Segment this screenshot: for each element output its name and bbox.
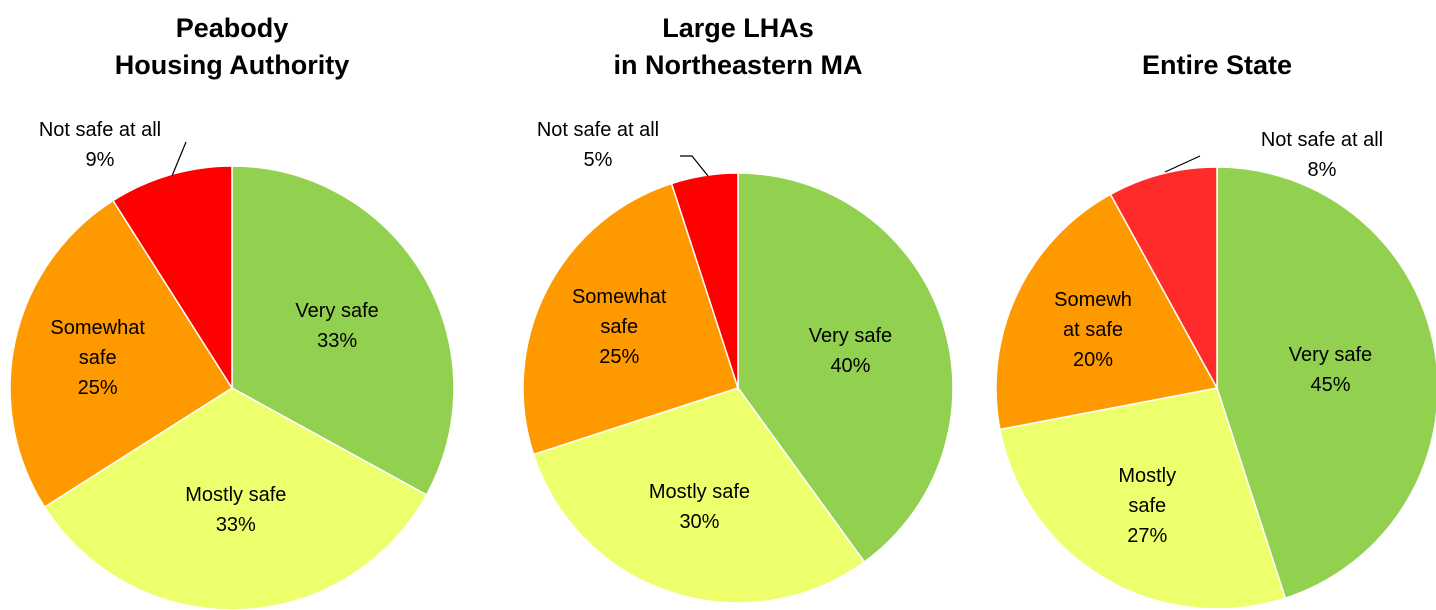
slice-label: Mostly safe 30% xyxy=(624,477,774,537)
slice-label: Somewhat safe 25% xyxy=(43,313,153,403)
value-label: 33% xyxy=(215,514,256,537)
slice-label: Not safe at all 5% xyxy=(523,115,673,175)
pie-slice xyxy=(999,387,1287,610)
pie-slice xyxy=(532,387,866,604)
slice-label: Not safe at all 8% xyxy=(1247,125,1397,185)
value-label: 33% xyxy=(317,329,358,352)
category-label: Very safe xyxy=(295,299,379,322)
value-label: 9% xyxy=(85,149,115,171)
title-line: Large LHAs xyxy=(662,13,814,43)
slice-label: Somewhat safe 20% xyxy=(1052,285,1134,375)
category-label: Somewhat safe xyxy=(50,316,145,369)
category-label: Mostly safe xyxy=(185,484,287,507)
leader-line xyxy=(171,141,187,177)
slice-label: Very safe 40% xyxy=(775,321,925,381)
pie-slice xyxy=(231,165,455,496)
title-line: Entire State xyxy=(1141,50,1293,80)
slice-label: Mostly safe 27% xyxy=(1107,461,1187,551)
value-label: 25% xyxy=(599,346,640,369)
value-label: 8% xyxy=(1307,159,1337,181)
slice-label: Not safe at all 9% xyxy=(25,115,175,175)
pie-slice xyxy=(1216,166,1436,600)
category-label: Not safe at all xyxy=(536,119,660,141)
pie-slice xyxy=(670,172,739,389)
pie-slice xyxy=(737,172,954,563)
value-label: 40% xyxy=(830,355,871,378)
slice-label: Very safe 45% xyxy=(1256,340,1406,400)
pie-slice xyxy=(112,165,233,391)
value-label: 45% xyxy=(1310,374,1351,397)
value-label: 30% xyxy=(679,510,720,533)
title-line: Peabody xyxy=(175,13,289,43)
category-label: Very safe xyxy=(1288,344,1373,367)
chart-title: Entire State xyxy=(987,0,1436,84)
category-label: Somewhat safe xyxy=(571,286,667,339)
category-label: Very safe xyxy=(808,325,893,348)
title-line: Housing Authority xyxy=(114,50,350,80)
value-label: 20% xyxy=(1073,348,1114,371)
leader-line xyxy=(680,155,709,177)
category-label: Somewhat safe xyxy=(1054,288,1132,341)
leader-line xyxy=(1164,155,1201,173)
title-line: in Northeastern MA xyxy=(613,50,863,80)
chart-title: Large LHAs in Northeastern MA xyxy=(508,0,968,84)
value-label: 25% xyxy=(77,376,118,399)
slice-label: Mostly safe 33% xyxy=(161,480,311,540)
value-label: 5% xyxy=(583,149,613,171)
pie-slice xyxy=(1109,166,1218,389)
pie-slice xyxy=(9,199,234,508)
chart-title: Peabody Housing Authority xyxy=(2,0,462,84)
category-label: Mostly safe xyxy=(1118,464,1177,517)
category-label: Not safe at all xyxy=(38,119,162,141)
pie-slice xyxy=(522,182,739,456)
slice-label: Very safe 33% xyxy=(262,296,412,356)
category-label: Mostly safe xyxy=(648,480,751,503)
pie-slice xyxy=(995,193,1219,431)
slice-label: Somewhat safe 25% xyxy=(564,282,674,372)
value-label: 27% xyxy=(1127,524,1168,547)
category-label: Not safe at all xyxy=(1260,129,1384,151)
